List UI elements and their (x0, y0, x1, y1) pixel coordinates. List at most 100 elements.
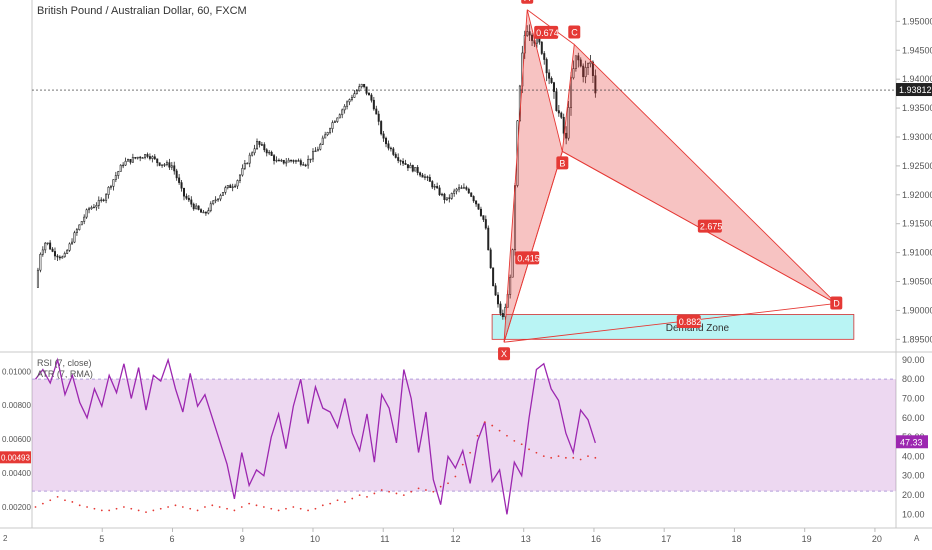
atr-point (513, 439, 516, 442)
candle-body (165, 162, 168, 165)
candle-body (182, 187, 185, 197)
candle-body (380, 121, 383, 135)
atr-point (277, 509, 280, 512)
candle-body (168, 162, 171, 168)
candle-body (367, 93, 370, 96)
rsi-legend[interactable]: RSI (7, close) (37, 358, 92, 368)
candle-body (399, 160, 402, 162)
pattern-point-marker[interactable] (521, 0, 534, 4)
candle-body (192, 203, 195, 210)
candle-body (458, 187, 461, 190)
rsi-axis-label: 90.00 (902, 355, 925, 365)
candle-body (100, 199, 103, 202)
atr-point (299, 507, 302, 510)
candle-body (292, 160, 295, 162)
candle-body (433, 186, 436, 188)
pattern-point-marker[interactable] (498, 347, 511, 361)
price-axis-group[interactable]: 1.95000 1.94500 1.94000 1.93500 1.93000 1.925… (896, 16, 932, 344)
atr-point (557, 455, 560, 458)
candle-body (102, 199, 105, 202)
pattern-ratio-label: 0.415 (517, 253, 540, 263)
time-axis-label: 18 (731, 534, 741, 544)
candle-body (299, 160, 302, 165)
candle-body (482, 215, 485, 220)
candle-body (134, 157, 137, 159)
pattern-ratio-badge[interactable] (676, 314, 701, 328)
pattern-point-label: B (559, 158, 565, 168)
candle-body (280, 159, 283, 162)
atr-legend[interactable]: ATR (7, RMA) (37, 369, 93, 379)
candle-body (348, 99, 351, 103)
atr-point (542, 455, 545, 458)
candle-body (127, 159, 130, 162)
atr-point (137, 509, 140, 512)
candle-body (268, 151, 271, 154)
demand-zone-box[interactable] (491, 314, 855, 340)
candle-body (75, 229, 78, 233)
pattern-leg-line[interactable] (503, 151, 563, 343)
pattern-point-marker[interactable] (830, 296, 843, 310)
candle-body (85, 209, 88, 218)
atr-point (550, 456, 553, 459)
candle-body (540, 41, 543, 54)
candle-body (353, 93, 356, 98)
atr-point (528, 448, 530, 451)
pattern-leg-line[interactable] (503, 303, 837, 343)
pattern-point-marker[interactable] (568, 25, 581, 39)
candle-body (392, 148, 395, 155)
price-axis-label: 1.93500 (902, 103, 932, 113)
harmonic-pattern-group[interactable]: X A B C D 0.415 0.674 2.675 0.882 (498, 0, 843, 361)
candle-body (56, 255, 59, 258)
pattern-ratio-badge[interactable] (515, 251, 540, 265)
atr-point (100, 509, 103, 512)
pattern-point-label: A (524, 0, 530, 3)
pattern-ratio-badge[interactable] (534, 25, 559, 39)
candle-body (287, 159, 290, 163)
candle-body (350, 97, 353, 100)
candle-body (355, 90, 358, 94)
demand-zone-group[interactable]: Demand Zone (491, 314, 855, 340)
candle-body (346, 101, 349, 107)
price-pane-background (32, 0, 896, 350)
atr-point (159, 507, 162, 510)
atr-point (402, 494, 405, 497)
candle-body (302, 164, 305, 166)
price-axis-label: 1.91500 (902, 219, 932, 229)
atr-point (447, 482, 449, 485)
candle-body (487, 227, 490, 251)
pattern-point-label: C (571, 27, 578, 37)
time-axis-label: 13 (521, 534, 531, 544)
candle-body (312, 151, 315, 160)
candle-body (275, 159, 278, 162)
candle-body (531, 34, 534, 41)
candle-body (226, 185, 229, 188)
price-axis-label: 1.91000 (902, 248, 932, 258)
atr-point (152, 509, 155, 512)
atr-point (64, 499, 66, 502)
candle-body (594, 75, 597, 94)
pattern-ratio-badge[interactable] (697, 219, 722, 233)
candle-body (526, 31, 529, 36)
time-axis-group[interactable]: 5 6 9 10 11 12 13 16 17 18 19 20 (99, 528, 882, 544)
indicator-axes-group[interactable]: 90.0080.0070.0060.0050.0040.0030.0020.00… (0, 355, 928, 519)
atr-point (167, 506, 170, 508)
candle-body (197, 205, 200, 210)
candle-body (324, 134, 327, 139)
time-axis-left-label: 2 (3, 534, 8, 543)
candle-body (92, 206, 95, 209)
atr-point (233, 509, 236, 512)
candle-body (78, 224, 81, 230)
price-axis-label: 1.93000 (902, 132, 932, 142)
candle-body (565, 132, 568, 139)
pattern-point-marker[interactable] (556, 156, 569, 170)
candle-body (479, 208, 482, 216)
candle-body (190, 199, 193, 205)
candle-body (214, 199, 217, 202)
price-axis-label: 1.90500 (902, 277, 932, 287)
candle-body (124, 160, 127, 166)
time-axis-right-label: A (914, 534, 920, 543)
time-axis-label: 12 (450, 534, 460, 544)
candle-body (41, 249, 44, 255)
atr-axis-label: 0.00600 (2, 435, 31, 444)
candle-body (550, 78, 553, 83)
